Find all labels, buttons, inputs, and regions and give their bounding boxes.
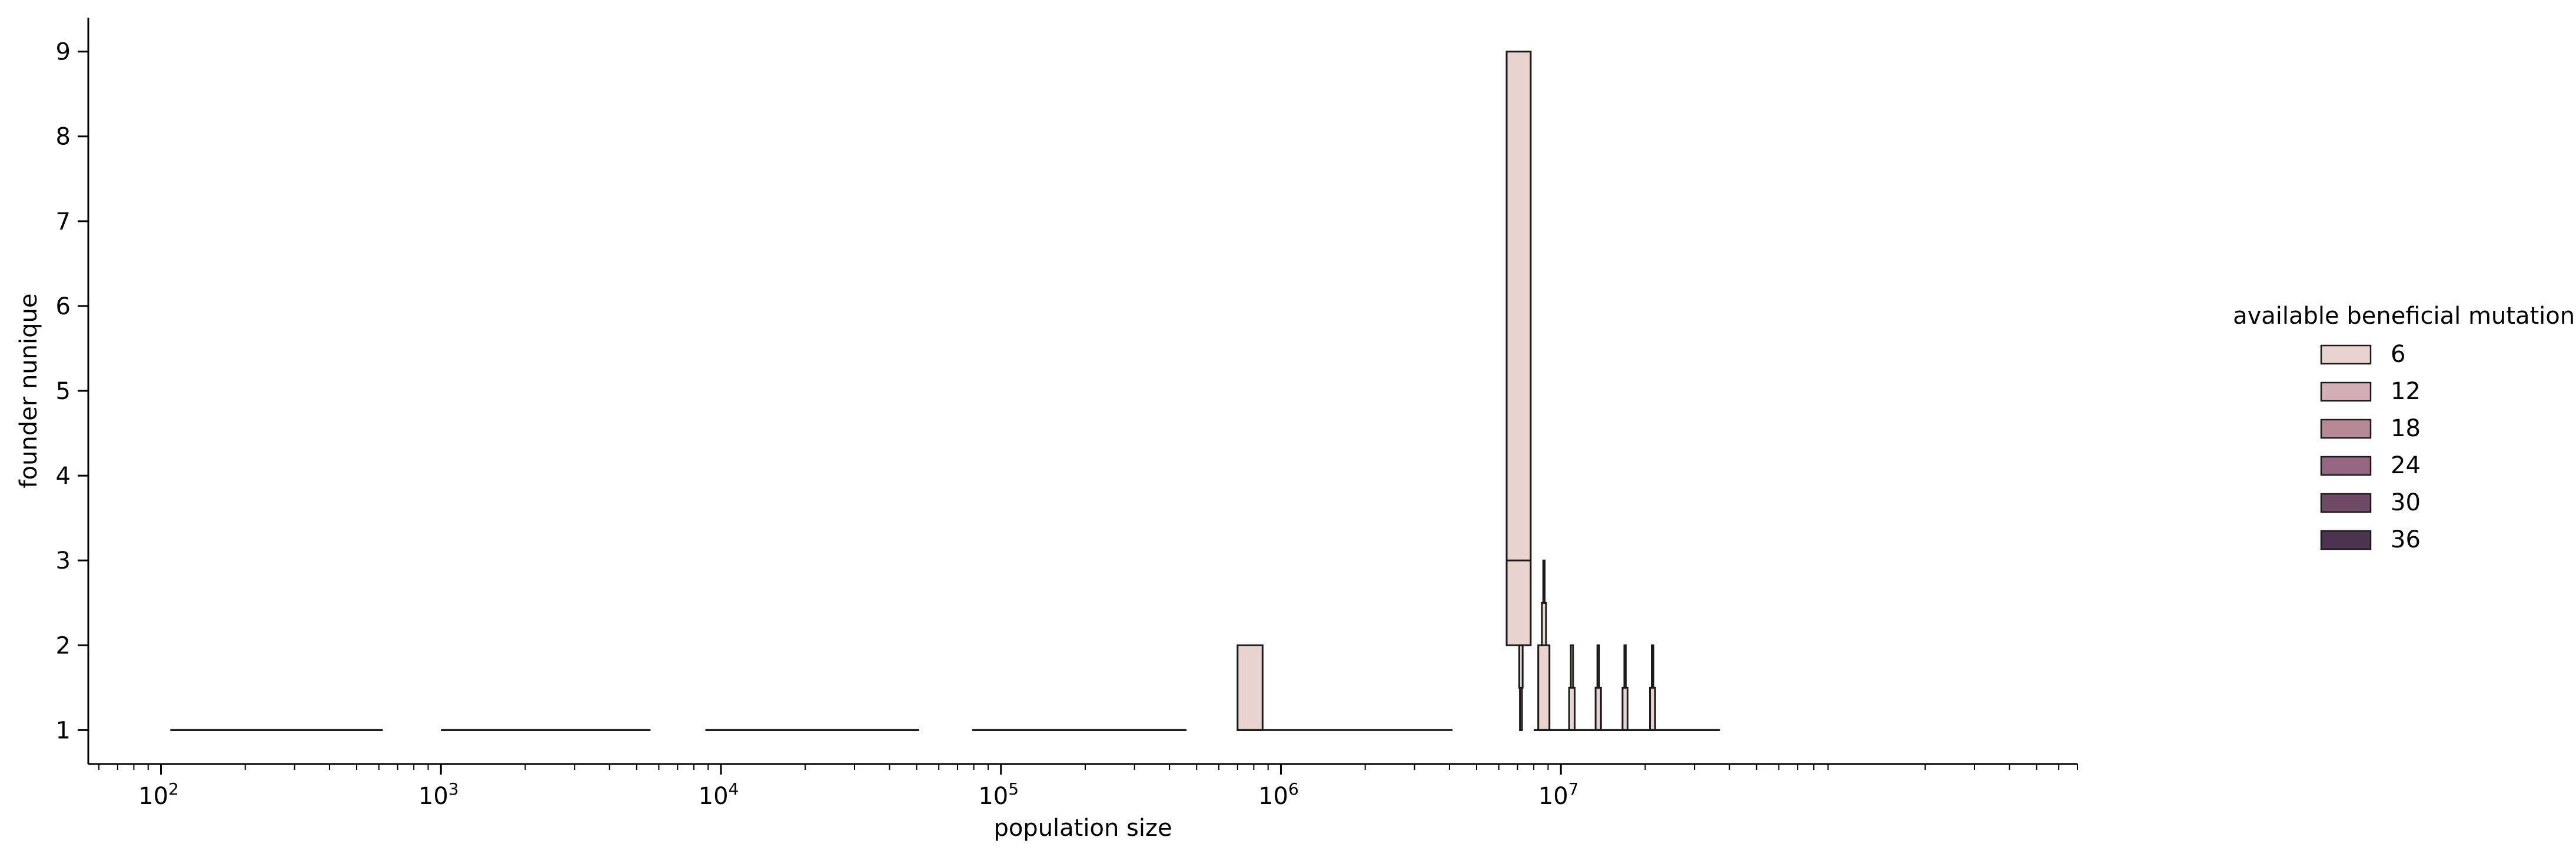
x-tick-label: 102 [138,779,179,810]
boxen-group-8 [1568,644,1576,731]
boxen-group-5 [1505,51,1532,646]
legend-swatch-24 [2320,456,2372,476]
y-tick-label: 9 [56,39,71,66]
legend-swatch-30 [2320,493,2372,513]
legend-label-36: 36 [2391,526,2421,553]
x-tick-label: 106 [1258,779,1299,810]
y-tick-label: 7 [56,208,71,235]
x-tick-label: 105 [978,779,1019,810]
plot-area [170,51,1720,731]
legend-swatch-12 [2320,381,2372,402]
y-axis-label: founder nunique [15,294,42,489]
boxen-group-4 [1237,644,1453,731]
x-axis-label: population size [993,815,1172,842]
boxen-group-7 [1537,559,1551,731]
boxen-box-8-0 [1568,686,1576,731]
legend-label-6: 6 [2391,341,2405,368]
legend-label-24: 24 [2391,452,2421,479]
y-tick-label: 1 [56,717,71,744]
boxen-group-10 [1621,644,1628,731]
legend-swatch-36 [2320,530,2372,550]
boxen-box-7-0 [1537,644,1551,731]
y-tick-label: 8 [56,124,71,151]
boxen-group-11 [1649,644,1656,731]
boxen-group-6 [1518,644,1524,731]
boxen-box-9-1 [1596,644,1600,689]
y-tick-label: 2 [56,632,71,659]
legend-label-18: 18 [2391,415,2421,442]
boxen-box-10-1 [1623,644,1627,689]
y-tick-label: 3 [56,547,71,574]
boxen-box-6-1 [1518,644,1524,689]
y-axis: 1 2 3 4 5 6 7 8 9 [56,18,89,764]
x-axis: 102 103 104 105 106 107 [88,763,2078,810]
legend-swatch-18 [2320,418,2372,439]
legend-label-30: 30 [2391,489,2421,516]
boxen-box-11-0 [1649,686,1656,731]
legend-swatch-6 [2320,344,2372,365]
legend: available beneficial mutations 6 12 18 24 30… [2233,303,2576,553]
y-tick-label: 5 [56,378,71,405]
x-tick-label: 104 [699,779,739,810]
boxen-box-7-2 [1542,559,1546,604]
boxen-box-7-1 [1541,602,1547,646]
boxen-group-9 [1594,644,1602,731]
legend-label-12: 12 [2391,378,2421,405]
boxen-box-8-1 [1570,644,1574,689]
y-tick-label: 6 [56,293,71,320]
boxen-box-6-0 [1519,686,1523,731]
boxen-box-5-0 [1505,51,1532,646]
x-tick-label: 107 [1538,779,1579,810]
legend-title: available beneficial mutations [2233,303,2576,330]
y-tick-label: 4 [56,463,71,490]
boxen-box-4-0 [1237,644,1264,731]
x-tick-label: 103 [418,779,459,810]
boxen-box-9-0 [1594,686,1602,731]
boxen-box-11-1 [1650,644,1654,689]
boxen-box-10-0 [1621,686,1628,731]
